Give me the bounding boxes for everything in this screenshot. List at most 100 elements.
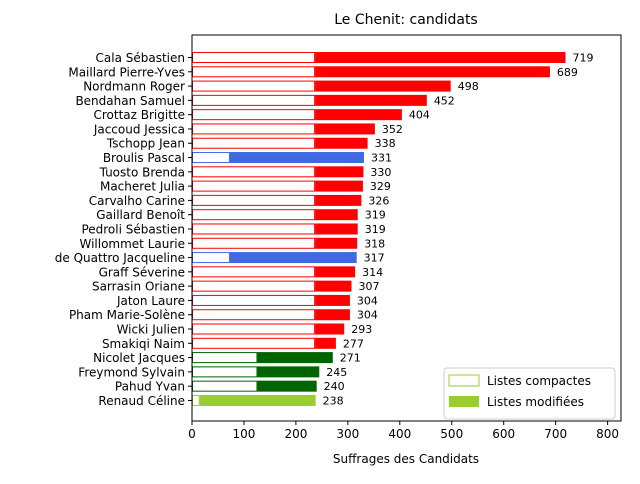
bar-modified <box>315 123 375 135</box>
candidate-label: Jaton Laure <box>116 294 185 308</box>
bar-compact <box>192 380 258 392</box>
bar-modified <box>315 266 356 278</box>
candidate-label: Gaillard Benoît <box>96 208 185 222</box>
bar-compact <box>192 180 316 192</box>
candidate-label: Maillard Pierre-Yves <box>68 65 185 79</box>
bar-value-label: 293 <box>351 323 372 336</box>
bar-modified <box>315 223 358 235</box>
bar-value-label: 314 <box>362 266 383 279</box>
x-tick-label: 100 <box>232 427 255 441</box>
bar-value-label: 307 <box>358 280 379 293</box>
bar-compact <box>192 152 230 164</box>
bar-compact <box>192 166 316 178</box>
x-tick-label: 200 <box>284 427 307 441</box>
bar-compact <box>192 209 316 221</box>
candidate-label: Cala Sébastien <box>96 51 185 65</box>
bar-value-label: 338 <box>375 137 396 150</box>
candidate-label: Renaud Céline <box>98 394 185 408</box>
bar-compact <box>192 352 258 364</box>
bar-value-label: 329 <box>370 180 391 193</box>
x-axis-title: Suffrages des Candidats <box>333 452 479 466</box>
bar-compact <box>192 66 316 78</box>
bar-compact <box>192 280 316 292</box>
axes-layer: 0 100 200 300 400 500 600 700 800 <box>188 34 622 441</box>
bar-modified <box>315 166 364 178</box>
bar-compact <box>192 323 316 335</box>
labels-layer: 719 Cala Sébastien 689 Maillard Pierre-Yves… <box>55 51 594 408</box>
bar-modified <box>257 352 333 364</box>
bar-compact <box>192 109 316 121</box>
x-tick-label: 300 <box>336 427 359 441</box>
bar-modified <box>229 152 364 164</box>
x-tick-label: 400 <box>388 427 411 441</box>
bar-compact <box>192 366 258 378</box>
bar-compact <box>192 123 316 135</box>
bar-modified <box>315 137 368 149</box>
bar-modified <box>315 280 352 292</box>
bar-modified <box>315 294 350 306</box>
bar-value-label: 330 <box>370 166 391 179</box>
bar-compact <box>192 252 230 264</box>
legend-swatch-modified <box>449 396 479 407</box>
candidate-label: Bendahan Samuel <box>75 94 185 108</box>
bar-compact <box>192 237 316 249</box>
bar-value-label: 240 <box>324 380 345 393</box>
bar-value-label: 319 <box>365 223 386 236</box>
bar-value-label: 319 <box>365 209 386 222</box>
bar-value-label: 326 <box>368 194 389 207</box>
bar-modified <box>315 52 566 63</box>
legend: Listes compactes Listes modifiées <box>443 367 616 420</box>
bar-compact <box>192 94 316 106</box>
bar-value-label: 271 <box>340 352 361 365</box>
candidate-label: Jaccoud Jessica <box>93 122 185 136</box>
bar-compact <box>192 266 316 278</box>
bar-modified <box>315 194 362 206</box>
bar-modified <box>315 94 427 106</box>
bar-modified <box>315 180 363 192</box>
bar-compact <box>192 137 316 149</box>
candidate-label: Smakiqi Naim <box>102 337 185 351</box>
legend-label-compact: Listes compactes <box>487 374 591 388</box>
bar-value-label: 498 <box>458 80 479 93</box>
legend-frame <box>443 367 616 420</box>
legend-label-modified: Listes modifiées <box>487 395 584 409</box>
bar-value-label: 245 <box>326 366 347 379</box>
bar-modified <box>315 209 358 221</box>
bar-value-label: 304 <box>357 294 378 307</box>
candidate-label: de Quattro Jacqueline <box>55 251 185 265</box>
candidate-label: Carvalho Carine <box>89 194 185 208</box>
bar-value-label: 452 <box>434 94 455 107</box>
bar-modified <box>315 80 451 92</box>
candidate-label: Freymond Sylvain <box>78 365 185 379</box>
candidate-label: Graff Séverine <box>99 265 185 279</box>
bar-value-label: 352 <box>382 123 403 136</box>
candidate-label: Tschopp Jean <box>106 137 185 151</box>
candidate-label: Pedroli Sébastien <box>81 222 185 236</box>
bar-value-label: 331 <box>371 152 392 165</box>
bar-value-label: 304 <box>357 309 378 322</box>
bar-compact <box>192 80 316 92</box>
candidate-label: Broulis Pascal <box>103 151 185 165</box>
bar-compact <box>192 337 316 349</box>
x-tick-label: 800 <box>596 427 619 441</box>
legend-swatch-compact <box>448 374 480 387</box>
bar-value-label: 719 <box>573 52 594 65</box>
bar-modified <box>315 109 402 121</box>
bar-value-label: 689 <box>557 66 578 79</box>
x-tick-label: 600 <box>492 427 515 441</box>
bar-compact <box>192 394 200 406</box>
x-tick-label: 500 <box>440 427 463 441</box>
bar-modified <box>257 380 317 392</box>
bar-compact <box>192 309 316 321</box>
chart-title: Le Chenit: candidats <box>334 12 477 28</box>
x-tick-label: 0 <box>188 427 196 441</box>
bar-compact <box>192 223 316 235</box>
bar-value-label: 404 <box>409 109 430 122</box>
candidate-label: Sarrasin Oriane <box>92 280 185 294</box>
candidate-label: Wicki Julien <box>117 323 185 337</box>
x-tick-label: 700 <box>544 427 567 441</box>
candidate-label: Willommet Laurie <box>79 237 185 251</box>
bar-modified <box>257 366 320 378</box>
bar-modified <box>315 323 345 335</box>
